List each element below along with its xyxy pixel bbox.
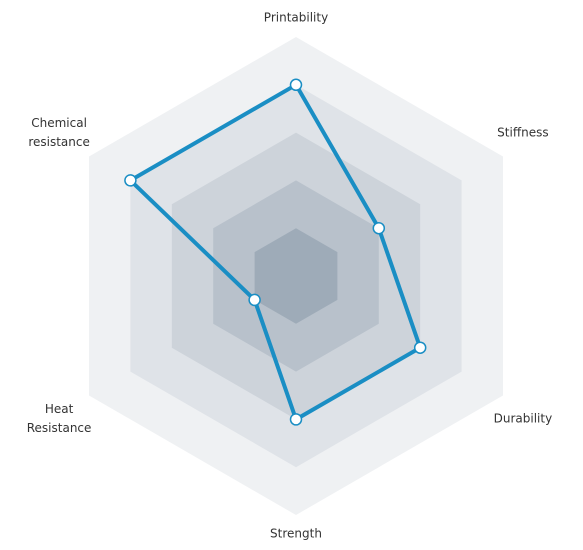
data-point [248, 293, 261, 307]
axis-label: Heat Resistance [26, 402, 92, 435]
axis-label: Printability [263, 10, 329, 25]
data-point [289, 413, 303, 426]
grid-ring [254, 228, 338, 324]
data-point [124, 174, 137, 187]
data-point [413, 341, 427, 354]
axis-label: Stiffness [497, 125, 549, 140]
data-point [372, 221, 386, 235]
axis-label: Chemical resistance [28, 116, 90, 149]
data-point [289, 78, 303, 92]
axis-label: Durability [493, 411, 553, 426]
axis-label: Strength [270, 526, 322, 541]
